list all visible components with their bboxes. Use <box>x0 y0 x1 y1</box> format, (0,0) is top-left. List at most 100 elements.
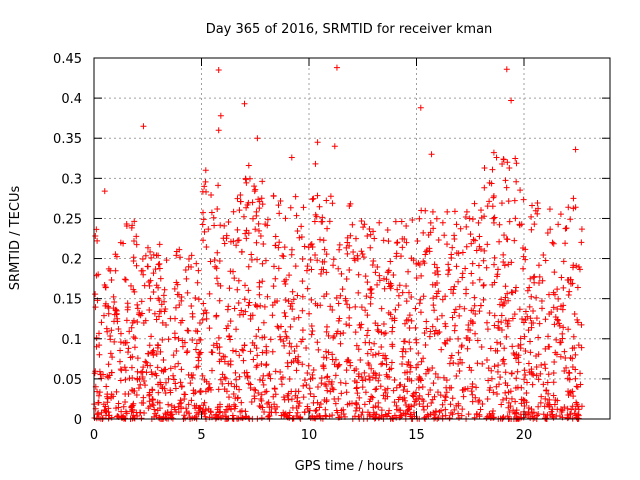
data-point <box>412 324 419 331</box>
data-point <box>393 240 400 247</box>
data-point <box>425 232 432 239</box>
data-point <box>566 389 573 396</box>
data-point <box>344 239 351 246</box>
data-point <box>310 366 317 373</box>
data-point <box>295 353 302 360</box>
data-point <box>358 217 365 224</box>
data-point <box>432 327 439 334</box>
data-point <box>189 336 196 343</box>
data-point <box>209 367 216 374</box>
data-point <box>134 355 141 362</box>
data-point <box>413 339 420 346</box>
data-point <box>498 296 505 303</box>
data-point <box>516 306 523 313</box>
data-point <box>157 348 164 355</box>
data-point <box>179 343 186 350</box>
data-point <box>105 361 112 368</box>
data-point <box>503 66 510 73</box>
data-point <box>402 411 409 418</box>
data-point <box>361 401 368 408</box>
data-point <box>574 316 581 323</box>
data-point <box>263 361 270 368</box>
data-point <box>140 400 147 407</box>
data-point <box>100 312 107 319</box>
data-point <box>558 303 565 310</box>
data-point <box>564 411 571 418</box>
data-point <box>569 280 576 287</box>
data-point <box>271 401 278 408</box>
data-point <box>224 403 231 410</box>
data-point <box>467 231 474 238</box>
data-point <box>199 221 206 228</box>
data-point <box>497 415 504 422</box>
data-point <box>490 194 497 201</box>
data-point <box>246 299 253 306</box>
data-point <box>376 277 383 284</box>
data-point <box>550 240 557 247</box>
data-point <box>128 408 135 415</box>
data-point <box>183 275 190 282</box>
data-point <box>155 342 162 349</box>
data-point <box>544 400 551 407</box>
data-point <box>469 391 476 398</box>
data-point <box>179 337 186 344</box>
data-points <box>91 64 585 422</box>
data-point <box>316 203 323 210</box>
data-point <box>528 368 535 375</box>
data-point <box>92 368 99 375</box>
data-point <box>151 406 158 413</box>
data-point <box>520 196 527 203</box>
data-point <box>207 409 214 416</box>
data-point <box>370 409 377 416</box>
data-point <box>391 399 398 406</box>
y-tick-label: 0.3 <box>61 172 82 187</box>
data-point <box>337 292 344 299</box>
data-point <box>429 323 436 330</box>
data-point <box>388 359 395 366</box>
y-tick-label: 0.35 <box>53 132 82 147</box>
data-point <box>557 406 564 413</box>
data-point <box>217 376 224 383</box>
data-point <box>540 411 547 418</box>
data-point <box>459 387 466 394</box>
data-point <box>295 359 302 366</box>
data-point <box>523 399 530 406</box>
data-point <box>433 408 440 415</box>
data-point <box>572 412 579 419</box>
data-point <box>402 348 409 355</box>
data-point <box>430 380 437 387</box>
data-point <box>422 342 429 348</box>
data-point <box>567 216 574 223</box>
data-point <box>160 357 167 364</box>
data-point <box>479 400 486 407</box>
data-point <box>365 360 372 367</box>
data-point <box>211 222 218 229</box>
data-point <box>117 366 124 373</box>
data-point <box>469 398 476 405</box>
data-point <box>527 338 534 345</box>
data-point <box>342 380 349 387</box>
data-point <box>294 409 301 416</box>
data-point <box>156 313 163 320</box>
data-point <box>153 372 160 379</box>
data-point <box>501 262 508 269</box>
data-point <box>217 112 224 119</box>
data-point <box>366 339 373 346</box>
data-point <box>184 348 191 355</box>
data-point <box>403 410 410 417</box>
data-point <box>257 302 264 309</box>
data-point <box>286 340 293 347</box>
data-point <box>445 261 452 268</box>
data-point <box>128 324 135 331</box>
data-point <box>262 257 269 264</box>
data-point <box>146 282 153 289</box>
data-point <box>216 409 223 416</box>
data-point <box>533 364 540 371</box>
data-point <box>493 383 500 390</box>
data-point <box>210 214 217 221</box>
data-point <box>293 367 300 374</box>
data-point <box>565 204 572 211</box>
data-point <box>553 412 560 419</box>
data-point <box>241 369 248 376</box>
data-point <box>270 193 277 200</box>
